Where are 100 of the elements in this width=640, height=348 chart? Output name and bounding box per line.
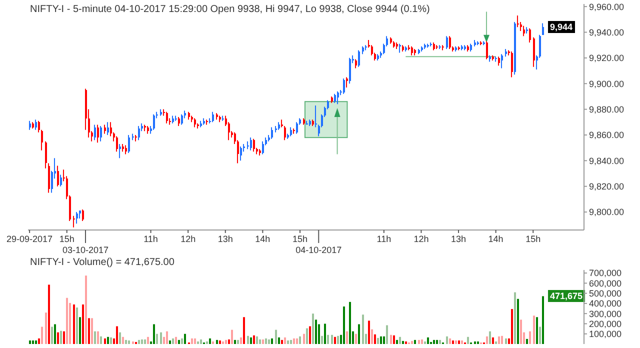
bar — [396, 340, 398, 344]
bar — [393, 335, 395, 344]
text: 9,944 — [548, 21, 575, 34]
bar — [402, 340, 404, 344]
candlestick — [449, 36, 451, 50]
x-tick-label: 13h — [218, 234, 233, 244]
bar — [461, 340, 463, 344]
x-tick-label: 12h — [414, 234, 429, 244]
candlestick — [181, 114, 183, 126]
bar — [374, 334, 376, 344]
bar — [97, 331, 99, 344]
bar — [278, 337, 280, 344]
bar — [191, 338, 193, 344]
candlestick — [358, 50, 360, 68]
bar — [216, 340, 218, 344]
y-tick-label: 9,900.00 — [589, 78, 624, 89]
bar — [368, 320, 370, 344]
bar — [439, 340, 441, 344]
candlestick — [228, 122, 230, 141]
y-tick-label: 200,000 — [589, 318, 622, 329]
bar — [141, 339, 143, 344]
bar — [243, 317, 245, 344]
bar — [411, 340, 413, 344]
bar — [474, 341, 476, 344]
bar — [57, 332, 59, 344]
bar — [63, 331, 65, 344]
candlestick — [60, 174, 62, 187]
bar — [346, 331, 348, 344]
bar — [66, 298, 68, 344]
bar — [175, 336, 177, 344]
candlestick — [76, 212, 78, 224]
bar — [153, 324, 155, 344]
y-tick-label: 9,800.00 — [589, 207, 624, 218]
bar — [166, 331, 168, 344]
bar — [29, 340, 31, 344]
candlestick — [486, 40, 488, 60]
bar — [82, 304, 84, 344]
bar — [390, 334, 392, 344]
bar — [54, 324, 56, 344]
bar — [73, 304, 75, 344]
candlestick — [501, 54, 503, 69]
bar — [427, 337, 429, 344]
bar — [526, 338, 528, 344]
bar — [380, 336, 382, 344]
bar — [296, 338, 298, 344]
x-tick-label: 03-10-2017 — [62, 245, 109, 255]
candlestick — [100, 125, 102, 142]
bar — [455, 340, 457, 344]
bar — [421, 339, 423, 344]
bar — [315, 320, 317, 344]
x-tick-label: 04-10-2017 — [296, 245, 342, 255]
bar — [377, 338, 379, 344]
x-tick-label: 11h — [376, 234, 392, 244]
candlestick — [48, 162, 50, 194]
bar — [35, 340, 37, 344]
bar — [287, 340, 289, 344]
bar — [247, 336, 249, 344]
chart-title: NIFTY-I - Volume() = 471,675.00 — [30, 257, 174, 268]
x-tick-label: 11h — [144, 234, 158, 244]
bar — [160, 332, 162, 344]
bar — [38, 338, 40, 344]
bar — [362, 314, 364, 344]
candlestick — [212, 111, 214, 123]
bar — [222, 341, 224, 344]
y-tick-label: 9,840.00 — [589, 156, 624, 166]
bar — [125, 340, 127, 344]
bar — [94, 331, 96, 344]
x-tick-label: 29-09-2017 — [6, 234, 53, 244]
y-tick-label: 400,000 — [589, 298, 622, 309]
x-tick-label: 14h — [488, 234, 504, 244]
bar — [511, 309, 513, 344]
bar — [281, 340, 283, 344]
candlestick — [166, 111, 168, 124]
bar — [122, 336, 124, 344]
bar — [458, 340, 460, 344]
bar — [536, 317, 538, 344]
bar — [231, 330, 233, 344]
candlestick — [253, 138, 255, 152]
y-tick-label: 9,880.00 — [589, 104, 624, 114]
bar — [240, 337, 242, 344]
candlestick — [337, 90, 339, 105]
bar — [290, 340, 292, 344]
bar — [539, 326, 541, 344]
y-tick-label: 300,000 — [589, 308, 622, 319]
bar — [492, 337, 494, 344]
bar — [386, 325, 388, 344]
candlestick — [153, 114, 155, 130]
bar — [520, 320, 522, 344]
candlestick — [349, 57, 351, 84]
candlestick — [271, 126, 273, 140]
y-tick-label: 9,960.00 — [589, 2, 624, 12]
candlestick — [119, 143, 121, 159]
bar — [41, 326, 43, 344]
bar — [405, 341, 407, 344]
y-tick-label: 9,820.00 — [589, 182, 624, 192]
bar — [184, 334, 186, 344]
bar — [418, 340, 420, 344]
bar — [91, 318, 93, 344]
bar — [489, 331, 491, 344]
candlestick — [116, 136, 118, 152]
